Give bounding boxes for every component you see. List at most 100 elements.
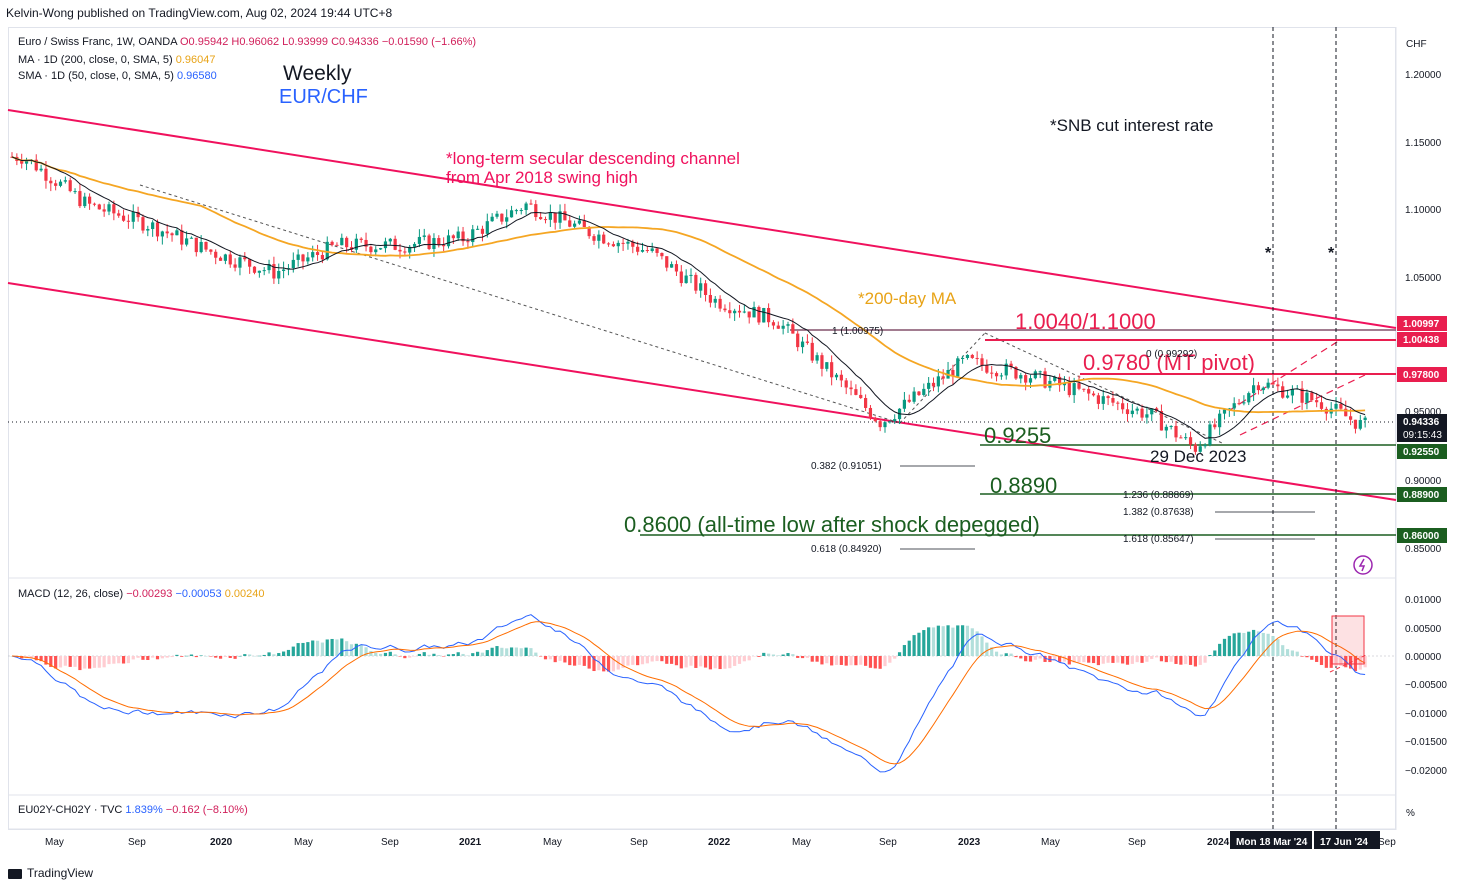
- candle-body-40: [204, 241, 208, 250]
- macd-hist-bar-241: [1179, 656, 1183, 665]
- macd-hist-bar-223: [1091, 656, 1096, 664]
- macd-hist-bar-233: [1140, 656, 1144, 663]
- macd-hist-bar-86: [427, 654, 431, 656]
- macd-hist-bar-169: [830, 656, 834, 666]
- candle-body-35: [180, 230, 184, 245]
- macd-hist-bar-24: [126, 656, 130, 664]
- candle-body-41: [209, 249, 213, 252]
- candle-body-156: [767, 308, 771, 323]
- candle-body-144: [708, 294, 712, 303]
- macd-hist-bar-255: [1247, 631, 1251, 656]
- candle-body-74: [369, 246, 373, 253]
- macd-hist-bar-208: [1019, 656, 1023, 659]
- macd-hist-bar-120: [592, 656, 596, 672]
- macd-hist-bar-65: [325, 639, 329, 656]
- candle-body-76: [379, 248, 383, 250]
- macd-hist-bar-43: [218, 656, 223, 659]
- candle-body-147: [723, 308, 727, 311]
- time-axis[interactable]: May Sep 2020 May Sep 2021 May Sep 2022 M…: [45, 831, 1396, 849]
- candle-body-150: [737, 310, 742, 313]
- macd-hist-bar-101: [500, 647, 504, 656]
- macd-hist-bar-93: [461, 653, 465, 656]
- macd-hist-bar-34: [175, 654, 179, 656]
- spread-legend[interactable]: EU02Y-CH02Y · TVC 1.839% −0.162 (−8.10%): [18, 804, 248, 816]
- time-label-0: May: [45, 837, 64, 848]
- pair-title: EUR/CHF: [279, 86, 368, 108]
- macd-hist-bar-189: [927, 627, 931, 656]
- macd-hist-bar-51: [257, 655, 261, 657]
- candle-body-48: [243, 257, 247, 260]
- candle-body-220: [1077, 383, 1081, 389]
- candle-body-38: [194, 237, 198, 253]
- tag-bg-6: [1397, 528, 1447, 543]
- candle-body-274: [1339, 403, 1343, 409]
- macd-tick-6: −0.01500: [1405, 737, 1447, 748]
- macd-hist-bar-16: [88, 656, 92, 669]
- candle-body-246: [1203, 444, 1207, 447]
- macd-hist-bar-182: [893, 656, 897, 659]
- time-label-11: 2023: [958, 837, 981, 848]
- candle-body-247: [1208, 424, 1212, 445]
- candle-body-174: [854, 389, 858, 395]
- macd-hist-bar-133: [655, 656, 659, 662]
- time-marker-2: 17 Jun '24: [1320, 837, 1368, 848]
- macd-hist-bar-191: [936, 625, 940, 656]
- candle-body-149: [733, 310, 737, 314]
- macd-legend[interactable]: MACD (12, 26, close) −0.00293 −0.00053 0…: [18, 588, 264, 600]
- symbol-legend[interactable]: Euro / Swiss Franc, 1W, OANDA O0.95942 H…: [18, 36, 476, 48]
- price-axis-currency[interactable]: CHF: [1406, 39, 1427, 50]
- macd-hist-bar-213: [1043, 656, 1047, 662]
- candle-body-154: [757, 306, 761, 323]
- candle-body-34: [175, 230, 179, 236]
- candle-body-62: [311, 252, 315, 258]
- candle-body-59: [296, 254, 300, 260]
- candle-body-49: [248, 259, 252, 267]
- macd-hist-bar-214: [1048, 656, 1052, 663]
- macd-hist-bar-8: [49, 656, 53, 667]
- macd-hist-value: −0.00293: [126, 588, 173, 600]
- candle-body-23: [121, 215, 126, 221]
- ma200-legend[interactable]: MA · 1D (200, close, 0, SMA, 5) 0.96047: [18, 54, 216, 66]
- spread-axis-unit[interactable]: %: [1406, 808, 1415, 819]
- candle-body-170: [834, 374, 839, 378]
- candle-body-39: [199, 241, 203, 253]
- candle-body-229: [1121, 403, 1125, 410]
- macd-hist-bar-23: [121, 656, 126, 664]
- candle-body-260: [1271, 382, 1275, 385]
- sma50-legend[interactable]: SMA · 1D (50, close, 0, SMA, 5) 0.96580: [18, 70, 217, 82]
- macd-hist-bar-22: [117, 656, 121, 664]
- macd-hist-bar-50: [252, 655, 257, 657]
- candle-body-152: [747, 311, 751, 318]
- replay-icon[interactable]: [1353, 555, 1373, 575]
- fib-382-label: 0.382 (0.91051): [811, 461, 882, 472]
- candle-body-54: [272, 264, 276, 279]
- price-tick-105: 1.05000: [1405, 273, 1442, 284]
- candle-body-145: [713, 298, 717, 303]
- macd-hist-bar-246: [1203, 656, 1207, 663]
- macd-hist-bar-54: [272, 654, 276, 656]
- price-tag-6: 0.86000: [1403, 531, 1440, 542]
- time-marker-1: Mon 18 Mar '24: [1236, 837, 1308, 848]
- candle-body-162: [796, 333, 800, 348]
- macd-hist-bar-100: [495, 646, 499, 656]
- macd-hist-bar-66: [330, 638, 334, 656]
- macd-hist-bar-32: [165, 656, 169, 658]
- macd-hist-bar-17: [92, 656, 97, 668]
- macd-hist-bar-205: [1004, 653, 1008, 656]
- candle-body-163: [800, 341, 805, 348]
- macd-hist-bar-263: [1285, 649, 1290, 656]
- macd-hist-bar-28: [146, 656, 150, 660]
- macd-hist-bar-279: [1363, 656, 1367, 668]
- candle-body-139: [684, 275, 688, 284]
- ma200-label: MA · 1D (200, close, 0, SMA, 5): [18, 54, 173, 66]
- candle-body-110: [543, 219, 548, 221]
- macd-highlight-box: [1331, 615, 1365, 665]
- footer-brand[interactable]: TradingView: [8, 866, 93, 880]
- candle-body-207: [1014, 366, 1018, 379]
- candle-body-266: [1300, 388, 1304, 403]
- macd-hist-bar-163: [800, 656, 805, 659]
- macd-hist-bar-232: [1135, 656, 1139, 663]
- macd-hist-bar-74: [369, 650, 373, 656]
- macd-hist-bar-261: [1276, 639, 1280, 656]
